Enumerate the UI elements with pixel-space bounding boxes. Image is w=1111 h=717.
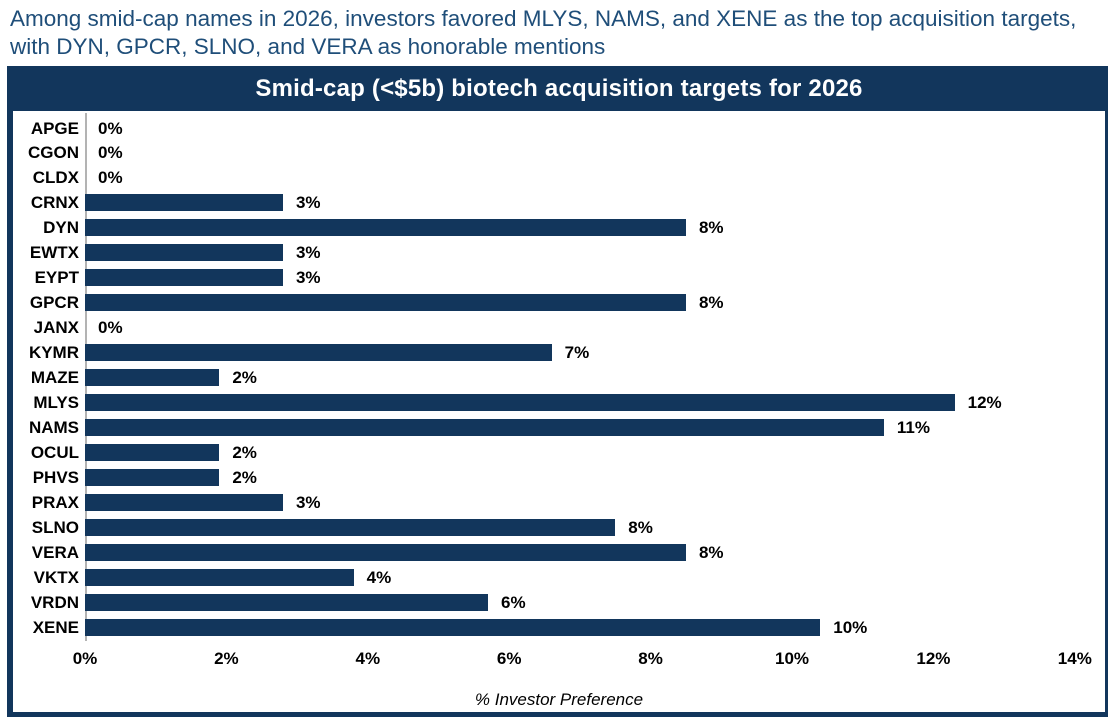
category-label-MAZE: MAZE (30, 368, 79, 387)
x-tick-label-2: 2% (214, 649, 239, 668)
category-label-NAMS: NAMS (28, 417, 79, 437)
bar-EWTX (85, 244, 283, 262)
chart-row-MAZE: MAZE 2% (13, 365, 1105, 390)
value-label-DYN: 8% (698, 218, 724, 238)
value-label-PHVS: 2% (232, 467, 257, 487)
value-label-KYMR: 7% (564, 343, 590, 363)
chart-row-JANX: JANX 0% (13, 315, 1105, 340)
value-label-VRDN: 6% (500, 592, 526, 612)
x-tick-label-0: 0% (72, 649, 98, 668)
chart-row-MLYS: MLYS 12% (13, 390, 1105, 415)
bar-EYPT (85, 269, 283, 287)
value-label-NAMS: 11% (896, 417, 930, 437)
value-label-EWTX: 3% (295, 243, 321, 263)
bar-OCUL (85, 443, 220, 461)
category-label-EWTX: EWTX (29, 243, 79, 263)
chart-row-EYPT: EYPT 3% (13, 265, 1105, 290)
chart-row-GPCR: GPCR 8% (13, 290, 1105, 315)
category-label-PHVS: PHVS (32, 467, 79, 487)
chart-row-EWTX: EWTX 3% (13, 240, 1105, 265)
bar-PRAX (85, 493, 283, 511)
chart-row-DYN: DYN 8% (13, 215, 1105, 240)
value-label-XENE: 10% (833, 617, 868, 637)
chart-row-VKTX: VKTX 4% (13, 565, 1105, 590)
chart-row-APGE: APGE 0% (13, 116, 1105, 141)
category-label-GPCR: GPCR (29, 293, 79, 313)
value-label-SLNO: 8% (628, 517, 653, 537)
category-label-CGON: CGON (28, 143, 79, 163)
chart-row-KYMR: KYMR 7% (13, 340, 1105, 365)
value-label-CRNX: 3% (295, 193, 321, 213)
x-tick-label-12: 12% (916, 649, 951, 668)
category-label-VKTX: VKTX (33, 567, 79, 587)
category-label-SLNO: SLNO (31, 517, 79, 537)
bar-SLNO (85, 518, 616, 536)
value-label-VKTX: 4% (366, 567, 392, 587)
value-label-CLDX: 0% (98, 168, 123, 188)
plot-area: % Investor Preference APGE 0% CGON 0% CLDX 0%… (13, 111, 1105, 712)
chart-row-VRDN: VRDN 6% (13, 590, 1105, 615)
category-label-VRDN: VRDN (30, 592, 79, 612)
x-tick-label-10: 10% (774, 649, 810, 668)
page-heading: Among smid-cap names in 2026, investors … (10, 6, 1077, 59)
bar-MLYS (85, 393, 955, 411)
chart-row-CGON: CGON 0% (13, 140, 1105, 165)
value-label-CGON: 0% (98, 143, 123, 163)
bar-DYN (85, 219, 686, 237)
value-label-APGE: 0% (98, 118, 123, 138)
x-tick-label-4: 4% (355, 649, 381, 668)
chart-figure: Smid-cap (<$5b) biotech acquisition targ… (7, 66, 1108, 717)
bar-XENE (85, 618, 821, 636)
value-label-MLYS: 12% (967, 392, 1002, 412)
chart-title: Smid-cap (<$5b) biotech acquisition targ… (255, 74, 863, 102)
chart-title-bar: Smid-cap (<$5b) biotech acquisition targ… (13, 66, 1105, 111)
bar-VERA (85, 543, 686, 561)
x-tick-label-8: 8% (638, 649, 663, 668)
category-label-EYPT: EYPT (34, 268, 79, 288)
value-label-OCUL: 2% (232, 442, 257, 462)
category-label-KYMR: KYMR (28, 343, 79, 363)
category-label-APGE: APGE (30, 118, 79, 138)
chart-row-XENE: XENE 10% (13, 615, 1105, 640)
bar-GPCR (85, 294, 686, 312)
category-label-PRAX: PRAX (31, 492, 79, 512)
x-axis-title: % Investor Preference (474, 690, 644, 709)
chart-row-PHVS: PHVS 2% (13, 465, 1105, 490)
chart-row-OCUL: OCUL 2% (13, 440, 1105, 465)
category-label-MLYS: MLYS (33, 392, 79, 412)
chart-row-PRAX: PRAX 3% (13, 490, 1105, 515)
value-label-EYPT: 3% (295, 268, 321, 288)
category-label-JANX: JANX (33, 318, 79, 338)
bar-NAMS (85, 418, 884, 436)
chart-row-SLNO: SLNO 8% (13, 515, 1105, 540)
bar-CRNX (85, 194, 283, 212)
value-label-MAZE: 2% (232, 368, 257, 387)
value-label-VERA: 8% (698, 542, 724, 562)
category-label-CRNX: CRNX (30, 193, 79, 213)
bar-VRDN (85, 593, 488, 611)
x-tick-label-14: 14% (1057, 649, 1092, 668)
chart-row-VERA: VERA 8% (13, 540, 1105, 565)
category-label-DYN: DYN (43, 218, 79, 238)
value-label-PRAX: 3% (295, 492, 321, 512)
bar-KYMR (85, 344, 552, 362)
value-label-GPCR: 8% (698, 293, 724, 313)
chart-row-NAMS: NAMS 11% (13, 415, 1105, 440)
category-label-VERA: VERA (31, 542, 79, 562)
chart-row-CLDX: CLDX 0% (13, 165, 1105, 190)
bar-MAZE (85, 369, 220, 386)
category-label-CLDX: CLDX (32, 168, 79, 188)
bar-VKTX (85, 568, 354, 586)
bar-PHVS (85, 468, 220, 486)
chart-row-CRNX: CRNX 3% (13, 190, 1105, 215)
x-tick-label-6: 6% (496, 649, 522, 668)
category-label-OCUL: OCUL (30, 442, 79, 462)
category-label-XENE: XENE (32, 617, 79, 637)
value-label-JANX: 0% (98, 318, 123, 338)
